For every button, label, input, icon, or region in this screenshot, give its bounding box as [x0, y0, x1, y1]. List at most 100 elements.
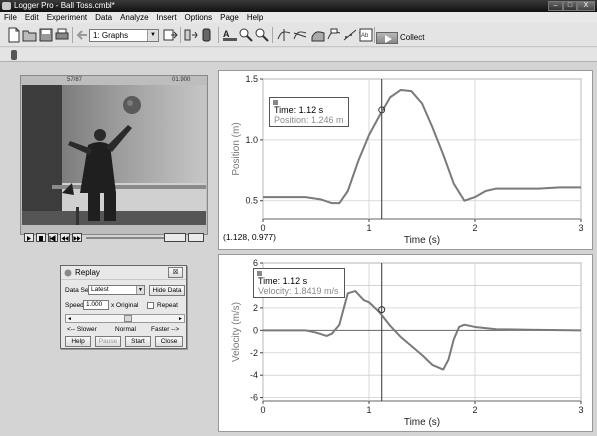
- zoom-out-icon[interactable]: [254, 27, 270, 43]
- integral-icon[interactable]: [310, 27, 326, 43]
- model-icon[interactable]: Ab: [358, 27, 374, 43]
- chevron-down-icon: ▼: [147, 30, 158, 41]
- data-browser-icon[interactable]: [183, 27, 199, 43]
- play-icon: [385, 35, 392, 43]
- replay-title: Replay: [75, 268, 100, 277]
- normal-label: Normal: [115, 326, 136, 333]
- tangent-icon[interactable]: [292, 27, 308, 43]
- autoscale-icon[interactable]: A: [222, 27, 238, 43]
- position-tick-label-y: 1.5: [245, 74, 258, 84]
- position-y-axis-label: Position (m): [231, 122, 242, 175]
- video-scrubber-track[interactable]: [86, 237, 182, 239]
- repeat-checkbox[interactable]: [147, 302, 154, 309]
- menu-experiment[interactable]: Experiment: [46, 13, 88, 22]
- open-folder-icon[interactable]: [22, 27, 38, 43]
- slider-left-icon[interactable]: ◄: [67, 316, 72, 322]
- save-icon[interactable]: [38, 27, 54, 43]
- data-set-select[interactable]: Latest ▼: [88, 285, 145, 295]
- video-play-button[interactable]: [24, 233, 34, 242]
- menu-help[interactable]: Help: [246, 13, 264, 22]
- velocity-tick-label-x: 0: [260, 405, 265, 415]
- position-tick-label-x: 2: [472, 223, 477, 233]
- video-frame-counter: 57/87: [67, 77, 83, 83]
- speed-slider[interactable]: ◄ ►: [65, 314, 185, 323]
- page-select[interactable]: 1: Graphs ▼: [89, 29, 159, 42]
- velocity-tick-label-y: 2: [253, 303, 258, 313]
- video-first-frame-button[interactable]: [48, 233, 58, 242]
- velocity-tick-label-y: -6: [250, 393, 258, 403]
- velocity-tick-label-x: 3: [578, 405, 583, 415]
- menu-options[interactable]: Options: [184, 13, 213, 22]
- velocity-examine-value: Velocity: 1.8419 m/s: [258, 286, 339, 296]
- velocity-tick-label-y: -2: [250, 348, 258, 358]
- replay-close-icon[interactable]: ☒: [168, 267, 183, 278]
- hide-data-button[interactable]: Hide Data: [149, 285, 185, 296]
- speed-slider-thumb[interactable]: [124, 315, 132, 322]
- close-button[interactable]: X: [577, 1, 595, 11]
- position-examine-time: Time: 1.12 s: [274, 105, 324, 115]
- speed-input[interactable]: 1.000: [83, 300, 109, 310]
- replay-close-button[interactable]: Close: [155, 336, 183, 347]
- lab-sensors-icon[interactable]: [199, 27, 215, 43]
- position-tick-label-x: 3: [578, 223, 583, 233]
- menu-bar: File Edit Experiment Data Analyze Insert Optio…: [0, 12, 597, 23]
- velocity-x-axis-label: Time (s): [404, 417, 440, 428]
- help-button[interactable]: Help: [65, 336, 91, 347]
- menu-insert[interactable]: Insert: [156, 13, 177, 22]
- print-icon[interactable]: [54, 27, 70, 43]
- chevron-down-icon: ▼: [136, 286, 144, 294]
- back-arrow-icon[interactable]: [74, 27, 90, 43]
- maximize-button[interactable]: □: [563, 1, 577, 11]
- ball-toss-video-image: [22, 85, 206, 225]
- legend-marker: [273, 100, 278, 105]
- rewind-icon: [61, 236, 69, 241]
- sensor-icon[interactable]: [10, 50, 18, 60]
- video-stop-button[interactable]: [36, 233, 46, 242]
- collect-label[interactable]: Collect: [400, 33, 425, 42]
- logger-pro-app-icon: [2, 2, 11, 10]
- velocity-tick-label-y: -4: [250, 370, 258, 380]
- position-graph-panel[interactable]: 0 1 2 3 0.5 1.0 1.5 Time (s) Position (m) Time: …: [218, 70, 593, 250]
- minimize-button[interactable]: –: [548, 1, 563, 11]
- zoom-in-icon[interactable]: [238, 27, 254, 43]
- velocity-tick-label-y: 6: [253, 258, 258, 268]
- title-bar: Logger Pro - Ball Toss.cmbl* – □ X: [0, 0, 597, 12]
- next-page-icon[interactable]: [162, 27, 178, 43]
- pause-button[interactable]: Pause: [95, 336, 121, 347]
- position-examine-value: Position: 1.246 m: [274, 115, 344, 125]
- replay-app-icon: [64, 269, 72, 277]
- menu-page[interactable]: Page: [220, 13, 239, 22]
- examine-icon[interactable]: [276, 27, 292, 43]
- velocity-tick-label-x: 1: [366, 405, 371, 415]
- position-examine-box: Time: 1.12 s Position: 1.246 m: [269, 97, 349, 127]
- velocity-tick-label-y: 0: [253, 325, 258, 335]
- video-next-frame-button[interactable]: [72, 233, 82, 242]
- menu-edit[interactable]: Edit: [24, 13, 39, 22]
- slider-right-icon[interactable]: ►: [178, 316, 183, 322]
- menu-file[interactable]: File: [4, 13, 17, 22]
- svg-text:A: A: [223, 29, 230, 39]
- position-tick-label-x: 0: [260, 223, 265, 233]
- menu-data[interactable]: Data: [95, 13, 113, 22]
- position-tick-label-x: 1: [366, 223, 371, 233]
- collect-button[interactable]: [376, 32, 398, 44]
- position-x-axis-label: Time (s): [404, 235, 440, 246]
- skip-start-icon: [49, 235, 56, 242]
- video-option-button[interactable]: [164, 233, 186, 242]
- replay-title-bar: Replay ☒: [61, 266, 186, 280]
- video-controls: [22, 233, 206, 245]
- video-menu-button[interactable]: [188, 233, 204, 242]
- menu-analyze[interactable]: Analyze: [120, 13, 149, 22]
- position-tick-label-y: 1.0: [245, 135, 258, 145]
- fast-forward-icon: [73, 236, 81, 241]
- linear-fit-icon[interactable]: [342, 27, 358, 43]
- start-button[interactable]: Start: [125, 336, 151, 347]
- statistics-icon[interactable]: [326, 27, 342, 43]
- video-frame[interactable]: [22, 85, 206, 225]
- speed-label: Speed:: [65, 302, 86, 309]
- velocity-examine-marker: [378, 306, 386, 314]
- data-set-value: Latest: [91, 286, 109, 293]
- video-prev-frame-button[interactable]: [60, 233, 70, 242]
- new-file-icon[interactable]: [6, 27, 22, 43]
